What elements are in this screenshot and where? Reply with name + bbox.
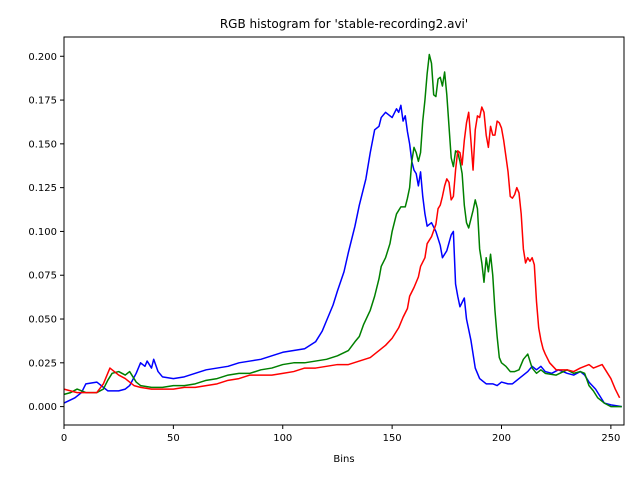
y-tick-label: 0.100 <box>28 227 57 238</box>
x-tick-label: 50 <box>167 433 180 444</box>
y-axis-ticks: 0.000 0.025 0.050 0.075 0.100 0.125 0.150 0.175… <box>28 52 64 413</box>
series-layer <box>63 53 622 408</box>
y-tick-label: 0.000 <box>28 402 57 413</box>
x-axis-ticks: 0 50 100 150 200 250 <box>61 425 620 444</box>
x-tick-label: 100 <box>273 433 292 444</box>
x-tick-label: 150 <box>383 433 402 444</box>
y-tick-label: 0.075 <box>28 271 57 282</box>
x-tick-label: 0 <box>61 433 67 444</box>
x-axis-label: Bins <box>333 454 354 465</box>
y-tick-label: 0.175 <box>28 96 57 107</box>
y-tick-label: 0.050 <box>28 315 57 326</box>
y-tick-label: 0.150 <box>28 139 57 150</box>
x-tick-label: 250 <box>601 433 620 444</box>
red-channel-line <box>63 106 621 399</box>
y-tick-label: 0.200 <box>28 52 57 63</box>
y-tick-label: 0.025 <box>28 358 57 369</box>
x-tick-label: 200 <box>492 433 511 444</box>
chart-title: RGB histogram for 'stable-recording2.avi… <box>220 17 468 31</box>
green-channel-line <box>63 53 622 408</box>
blue-channel-line <box>63 104 622 408</box>
y-tick-label: 0.125 <box>28 183 57 194</box>
